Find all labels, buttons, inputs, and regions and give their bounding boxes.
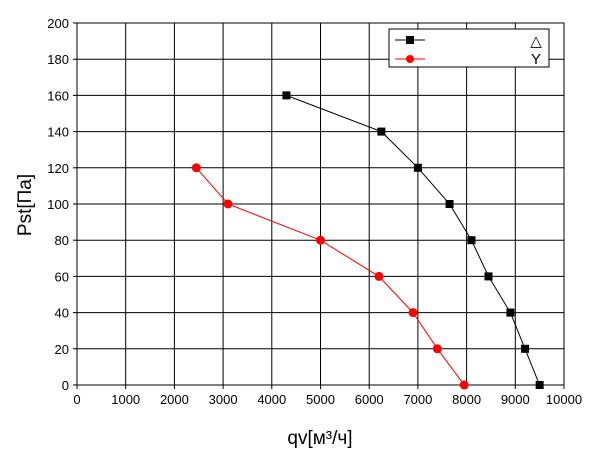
series-1-point	[484, 272, 493, 281]
series-2-point	[374, 271, 384, 281]
axis-ticks: 0 1000 2000 3000 4000 5000 6000 7000 8000 9000 100…	[47, 16, 582, 407]
x-tick-label: 6000	[355, 392, 384, 407]
x-tick-label: 9000	[501, 392, 530, 407]
y-tick-label: 0	[62, 378, 69, 393]
y-tick-label: 40	[55, 306, 69, 321]
legend-label-series-1: △	[530, 33, 542, 50]
x-tick-label: 8000	[452, 392, 481, 407]
series-2-point	[316, 235, 325, 245]
series-1-point	[377, 127, 386, 136]
y-tick-label: 20	[55, 342, 69, 357]
x-tick-label: 10000	[546, 392, 582, 407]
legend-marker-series-2	[406, 55, 414, 63]
x-tick-label: 4000	[257, 392, 286, 407]
series-1-point	[282, 91, 291, 100]
y-tick-label: 100	[47, 197, 69, 212]
y-tick-label: 200	[47, 16, 69, 31]
series-1-point	[521, 344, 530, 353]
legend-box	[388, 28, 550, 68]
x-tick-label: 0	[73, 392, 80, 407]
y-tick-label: 160	[47, 88, 69, 103]
grid-lines	[76, 22, 565, 386]
series-1-point	[413, 163, 422, 172]
series-layer	[191, 91, 544, 390]
y-tick-label: 180	[47, 52, 69, 67]
series-2-point	[191, 163, 201, 173]
series-1-point	[535, 381, 544, 389]
series-1-point	[467, 236, 476, 245]
series-1-point	[445, 200, 454, 208]
series-1-point	[506, 308, 515, 317]
y-axis-title: Pst[Па]	[15, 174, 36, 236]
x-tick-label: 7000	[403, 392, 432, 407]
series-2-point	[459, 380, 469, 390]
y-tick-label: 120	[47, 161, 69, 176]
x-tick-label: 3000	[209, 392, 238, 407]
legend: △ Y	[388, 28, 550, 68]
series-2-point	[408, 308, 418, 318]
legend-marker-series-1	[406, 36, 414, 44]
y-tick-label: 60	[55, 269, 69, 284]
y-tick-label: 140	[47, 125, 69, 140]
series-2-point	[432, 344, 442, 354]
x-axis-title: qv[м³/ч]	[287, 428, 352, 449]
series-2-point	[223, 199, 233, 209]
x-tick-label: 1000	[111, 392, 140, 407]
legend-label-series-2: Y	[531, 51, 541, 68]
x-tick-label: 5000	[306, 392, 335, 407]
x-tick-label: 2000	[160, 392, 189, 407]
y-tick-label: 80	[55, 233, 69, 248]
